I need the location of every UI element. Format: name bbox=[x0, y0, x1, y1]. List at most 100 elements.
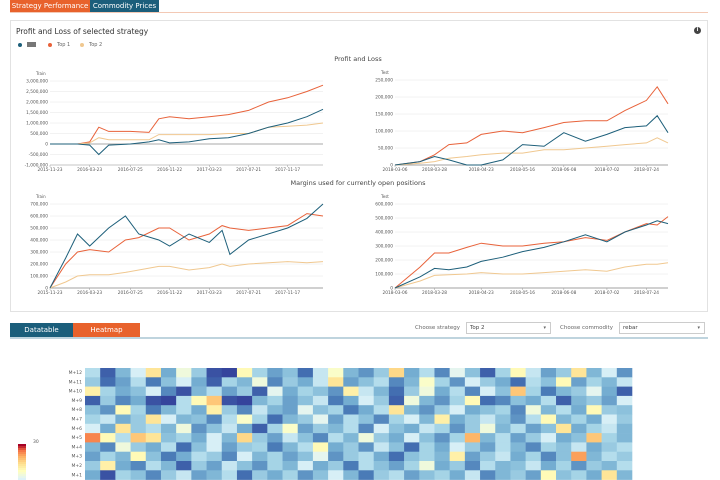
heatmap-cell bbox=[388, 405, 405, 415]
heatmap-cell bbox=[312, 423, 329, 434]
heatmap-cell bbox=[419, 395, 435, 406]
heatmap-cell bbox=[449, 386, 466, 397]
heatmap-cell bbox=[206, 451, 223, 462]
y-tick-label: 0 bbox=[390, 286, 393, 292]
heatmap-cell bbox=[449, 470, 466, 480]
y-tick-label: 250,000 bbox=[375, 78, 393, 84]
heatmap-cell bbox=[571, 461, 587, 471]
series-line-top2 bbox=[394, 262, 669, 289]
series-line-strategy bbox=[49, 203, 324, 289]
heatmap-cell bbox=[328, 386, 344, 397]
heatmap-cell bbox=[191, 395, 207, 406]
heatmap-cell bbox=[145, 377, 162, 387]
heatmap-cell bbox=[540, 386, 557, 397]
heatmap-cell bbox=[480, 405, 496, 415]
heatmap-cell bbox=[221, 433, 238, 443]
commodity-select[interactable]: rebar ▾ bbox=[619, 322, 705, 334]
heatmap-cell bbox=[480, 368, 496, 378]
heatmap-cell bbox=[434, 461, 450, 471]
heatmap-cell bbox=[221, 461, 238, 471]
x-tick-label: 2016-11-22 bbox=[157, 167, 182, 173]
heatmap-cell bbox=[495, 386, 511, 397]
heatmap-cell bbox=[419, 451, 435, 462]
heatmap-cell bbox=[358, 377, 374, 387]
tab-datatable[interactable]: Datatable bbox=[10, 323, 73, 338]
x-tick-label: 2018-04-23 bbox=[469, 167, 494, 173]
heatmap-cell bbox=[616, 423, 633, 434]
heatmap-cell bbox=[464, 377, 481, 387]
x-tick-label: 2016-07-25 bbox=[118, 290, 143, 296]
heatmap-cell bbox=[191, 368, 207, 378]
panel-title: Profit and Loss of selected strategy bbox=[16, 27, 149, 36]
heatmap-cell bbox=[252, 377, 268, 387]
heatmap-cell bbox=[343, 368, 359, 378]
y-tick-label: 1,500,000 bbox=[26, 110, 48, 116]
heatmap-cell bbox=[312, 461, 329, 471]
heatmap-cell bbox=[525, 433, 542, 443]
heatmap-cell bbox=[176, 386, 192, 397]
heatmap-cell bbox=[540, 395, 557, 406]
heatmap-cell bbox=[160, 470, 177, 480]
heatmap-cell bbox=[586, 414, 602, 425]
heatmap-cell bbox=[495, 461, 511, 471]
x-tick-label: 2017-11-17 bbox=[275, 167, 300, 173]
heatmap-cell bbox=[115, 414, 131, 425]
tab-commodity-prices[interactable]: Commodity Prices bbox=[90, 0, 159, 13]
heatmap-cell bbox=[191, 461, 207, 471]
series-line-top1 bbox=[49, 213, 324, 289]
heatmap-cell bbox=[449, 442, 466, 452]
legend-item-strategy[interactable] bbox=[18, 42, 38, 47]
heatmap-cell bbox=[130, 451, 147, 462]
x-tick-label: 2017-11-17 bbox=[275, 290, 300, 296]
heatmap-cell bbox=[556, 377, 572, 387]
heatmap-cell bbox=[571, 414, 587, 425]
pnl-panel bbox=[10, 20, 708, 312]
strategy-select[interactable]: Top 2 ▾ bbox=[466, 322, 551, 334]
y-tick-label: 400,000 bbox=[375, 230, 393, 236]
heatmap-cell bbox=[388, 414, 405, 425]
colorbar-segment bbox=[18, 454, 26, 457]
heatmap-cell bbox=[176, 395, 192, 406]
y-tick-label: 600,000 bbox=[30, 214, 48, 220]
heatmap-cell bbox=[586, 461, 602, 471]
heatmap-cell bbox=[464, 405, 481, 415]
heatmap-cell bbox=[571, 377, 587, 387]
legend-item-top2[interactable]: Top 2 bbox=[80, 42, 102, 48]
heatmap-cell bbox=[373, 405, 390, 415]
heatmap-cell bbox=[556, 451, 572, 462]
heatmap-cell bbox=[145, 368, 162, 378]
heatmap-cell bbox=[282, 470, 299, 480]
heatmap-cell bbox=[236, 451, 253, 462]
heatmap-cell bbox=[252, 451, 268, 462]
heatmap-cell bbox=[586, 433, 602, 443]
chevron-down-icon: ▾ bbox=[543, 325, 546, 331]
x-tick-label: 2015-11-23 bbox=[38, 290, 63, 296]
tab-heatmap[interactable]: Heatmap bbox=[73, 323, 140, 338]
legend-item-top1[interactable]: Top 1 bbox=[48, 42, 70, 48]
heatmap-cell bbox=[100, 414, 116, 425]
heatmap-cell bbox=[373, 377, 390, 387]
series-line-strategy bbox=[394, 114, 669, 166]
heatmap-cell bbox=[221, 377, 238, 387]
tab-strategy-performance[interactable]: Strategy Performance bbox=[10, 0, 90, 13]
y-tick-label: -500,000 bbox=[29, 152, 49, 158]
heatmap-cell bbox=[601, 461, 618, 471]
heatmap-cell bbox=[160, 433, 177, 443]
heatmap-cell bbox=[328, 442, 344, 452]
x-tick-label: 2017-03-23 bbox=[197, 290, 222, 296]
heatmap-cell bbox=[85, 414, 101, 425]
heatmap-cell bbox=[328, 461, 344, 471]
heatmap-cell bbox=[267, 433, 283, 443]
heatmap-cell bbox=[449, 405, 466, 415]
heatmap-cell bbox=[495, 368, 511, 378]
heatmap-cell bbox=[343, 442, 359, 452]
heatmap-cell bbox=[419, 470, 435, 480]
heatmap-cell bbox=[328, 433, 344, 443]
info-icon[interactable]: i bbox=[694, 27, 701, 34]
y-tick-label: -1,000,000 bbox=[25, 163, 49, 169]
y-tick-label: 100,000 bbox=[375, 272, 393, 278]
heatmap-cell bbox=[145, 414, 162, 425]
heatmap-cell bbox=[297, 423, 314, 434]
heatmap-cell bbox=[160, 423, 177, 434]
heatmap-cell bbox=[85, 395, 101, 406]
